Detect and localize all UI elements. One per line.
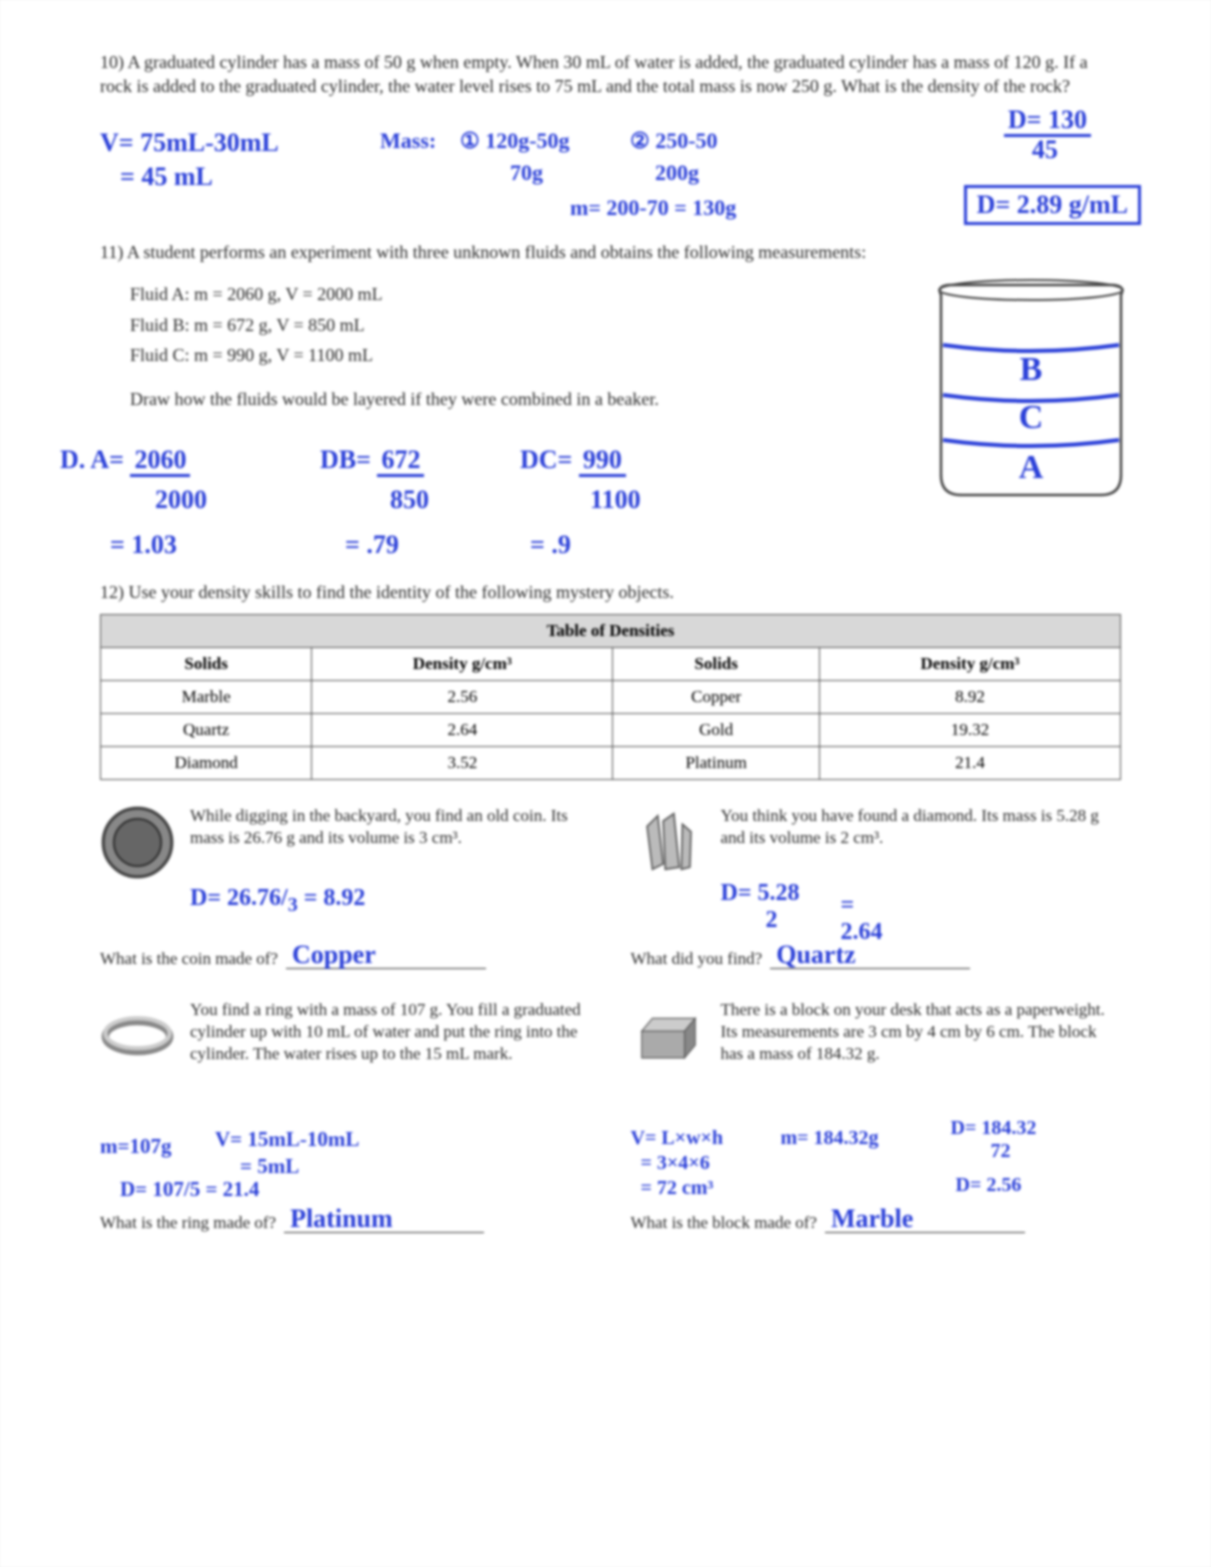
block-icon bbox=[631, 999, 706, 1074]
m3-work2: V= 15mL-10mL bbox=[215, 1127, 359, 1152]
q11-calcC-ans: = .9 bbox=[530, 530, 571, 560]
m3-blank: Platinum bbox=[284, 1204, 484, 1233]
m3-work1: m=107g bbox=[100, 1134, 171, 1159]
table-row: Quartz2.64Gold19.32 bbox=[101, 714, 1121, 747]
beaker-icon: B C A bbox=[921, 275, 1141, 505]
q11-body: A student performs an experiment with th… bbox=[127, 242, 866, 262]
q11-calcA-ans: = 1.03 bbox=[110, 530, 177, 560]
q11-text: 11) A student performs an experiment wit… bbox=[100, 240, 1121, 264]
q11-calcC-label: DC= bbox=[520, 445, 572, 474]
q10-m3: m= 200-70 = 130g bbox=[570, 195, 736, 221]
col-density-2: Density g/cm³ bbox=[819, 648, 1120, 681]
m1-q: What is the coin made of? bbox=[100, 949, 278, 969]
question-12: 12) Use your density skills to find the … bbox=[100, 580, 1121, 1239]
m2-work: D= 5.282 = 2.64 bbox=[721, 880, 800, 934]
m4-work3: D= D= 184.32184.3272 bbox=[951, 1117, 1037, 1163]
m4-work1: V= L×w×h bbox=[631, 1127, 724, 1150]
q10-body: A graduated cylinder has a mass of 50 g … bbox=[100, 52, 1088, 96]
q11-calcB-label: DB= bbox=[320, 445, 371, 474]
m2-desc: You think you have found a diamond. Its … bbox=[721, 805, 1122, 849]
q12-body: Use your density skills to find the iden… bbox=[129, 582, 674, 602]
col-solids-1: Solids bbox=[101, 648, 312, 681]
q11-calcC-top: 990 bbox=[579, 445, 626, 477]
m3-work2b: = 5mL bbox=[240, 1154, 299, 1179]
m4-desc: There is a block on your desk that acts … bbox=[721, 999, 1122, 1065]
m4-work2: m= 184.32g bbox=[781, 1127, 879, 1150]
m1-work: D= 26.76/3 = 8.92 bbox=[190, 885, 365, 917]
q10-work-v2: = 45 mL bbox=[120, 162, 213, 192]
ring-icon bbox=[100, 999, 175, 1074]
q10-d: D= 130 45 bbox=[1004, 105, 1091, 165]
q10-work-v: V= 75mL-30mL bbox=[100, 128, 279, 158]
q10-num: 10) bbox=[100, 52, 124, 72]
m4-work3c: D= 2.56 bbox=[956, 1174, 1022, 1197]
beaker-layer-c: C bbox=[1019, 399, 1044, 436]
m3-ans: Platinum bbox=[290, 1204, 393, 1234]
q11-calcB-ans: = .79 bbox=[345, 530, 399, 560]
mystery-grid: While digging in the backyard, you find … bbox=[100, 805, 1121, 1239]
m2-ans: Quartz bbox=[776, 940, 855, 970]
m4-ans: Marble bbox=[831, 1204, 913, 1234]
m3-desc: You find a ring with a mass of 107 g. Yo… bbox=[190, 999, 591, 1065]
question-10: 10) A graduated cylinder has a mass of 5… bbox=[100, 50, 1121, 240]
q11-calcA-label: D. A= bbox=[60, 445, 124, 474]
q10-mass-label: Mass: bbox=[380, 128, 436, 154]
col-solids-2: Solids bbox=[613, 648, 820, 681]
q11-calcA-top: 2060 bbox=[130, 445, 190, 477]
crystal-icon bbox=[631, 805, 706, 880]
q10-text: 10) A graduated cylinder has a mass of 5… bbox=[100, 50, 1121, 99]
beaker-layer-a: A bbox=[1019, 449, 1044, 486]
mystery-diamond: You think you have found a diamond. Its … bbox=[631, 805, 1122, 969]
m4-work1c: = 72 cm³ bbox=[641, 1177, 714, 1200]
table-row: Marble2.56Copper8.92 bbox=[101, 681, 1121, 714]
q11-calcC: DC= 990 bbox=[520, 445, 626, 475]
q10-d-top: D= 130 bbox=[1004, 105, 1091, 137]
q10-m1b: 70g bbox=[510, 160, 543, 186]
worksheet-page: 10) A graduated cylinder has a mass of 5… bbox=[0, 0, 1211, 1567]
m4-q: What is the block made of? bbox=[631, 1213, 817, 1233]
mystery-ring: You find a ring with a mass of 107 g. Yo… bbox=[100, 999, 591, 1239]
q10-m2: ② 250-50 bbox=[630, 128, 718, 154]
q10-m1: ① 120g-50g bbox=[460, 128, 570, 154]
q11-calcB: DB= 672 bbox=[320, 445, 424, 475]
m3-q: What is the ring made of? bbox=[100, 1213, 276, 1233]
coin-icon bbox=[100, 805, 175, 880]
q11-num: 11) bbox=[100, 242, 123, 262]
m1-ans: Copper bbox=[292, 940, 376, 970]
beaker-layer-b: B bbox=[1020, 351, 1043, 388]
q11-calcA-bot: 2000 bbox=[155, 485, 207, 515]
col-density-1: Density g/cm³ bbox=[312, 648, 613, 681]
m2-blank: Quartz bbox=[770, 940, 970, 969]
m4-work1b: = 3×4×6 bbox=[641, 1152, 710, 1175]
table-row: Diamond3.52Platinum21.4 bbox=[101, 747, 1121, 780]
q10-m2b: 200g bbox=[655, 160, 699, 186]
m1-blank: Copper bbox=[286, 940, 486, 969]
q11-calcB-bot: 850 bbox=[390, 485, 429, 515]
mystery-block: There is a block on your desk that acts … bbox=[631, 999, 1122, 1239]
density-table: Table of Densities Solids Density g/cm³ … bbox=[100, 614, 1121, 780]
q11-calcA: D. A= 2060 bbox=[60, 445, 190, 475]
m4-blank: Marble bbox=[825, 1204, 1025, 1233]
m2-q: What did you find? bbox=[631, 949, 763, 969]
table-title: Table of Densities bbox=[101, 615, 1121, 648]
q11-calcB-top: 672 bbox=[377, 445, 424, 477]
q12-text: 12) Use your density skills to find the … bbox=[100, 580, 1121, 604]
q12-num: 12) bbox=[100, 582, 124, 602]
q10-d-bot: 45 bbox=[1004, 135, 1058, 164]
q10-answer: D= 2.89 g/mL bbox=[964, 185, 1141, 225]
m3-work3: D= 107/5 = 21.4 bbox=[120, 1177, 259, 1202]
m1-desc: While digging in the backyard, you find … bbox=[190, 805, 591, 849]
q11-calcC-bot: 1100 bbox=[590, 485, 641, 515]
mystery-coin: While digging in the backyard, you find … bbox=[100, 805, 591, 969]
